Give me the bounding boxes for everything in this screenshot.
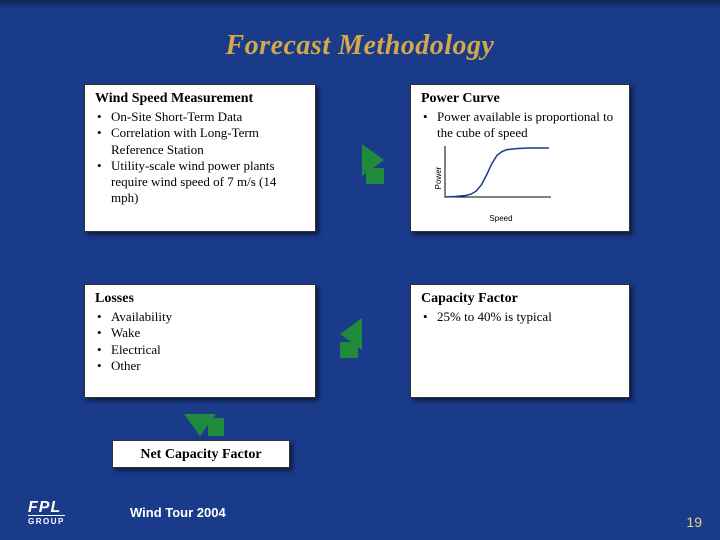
chart-y-axis-label: Power xyxy=(434,167,443,190)
box-net-capacity-factor: Net Capacity Factor xyxy=(112,440,290,468)
box-title: Losses xyxy=(95,291,305,307)
list-item: •Electrical xyxy=(97,342,305,358)
list-item: •Utility-scale wind power plants require… xyxy=(97,158,305,207)
list-item: •On-Site Short-Term Data xyxy=(97,109,305,125)
bullet-list: •On-Site Short-Term Data •Correlation wi… xyxy=(95,109,305,207)
box-losses: Losses •Availability •Wake •Electrical •… xyxy=(84,284,316,398)
slide: Forecast Methodology Wind Speed Measurem… xyxy=(0,0,720,540)
list-item: •25% to 40% is typical xyxy=(423,309,619,325)
fpl-logo: FPL GROUP xyxy=(28,501,65,526)
box-title: Power Curve xyxy=(421,91,619,107)
box-capacity-factor: Capacity Factor •25% to 40% is typical xyxy=(410,284,630,398)
logo-text-1: FPL xyxy=(28,501,65,515)
bullet-list: •Power available is proportional to the … xyxy=(421,109,619,142)
list-item: •Other xyxy=(97,358,305,374)
bullet-list: •Availability •Wake •Electrical •Other xyxy=(95,309,305,374)
page-number: 19 xyxy=(686,514,702,530)
list-item: •Power available is proportional to the … xyxy=(423,109,619,142)
box-title: Net Capacity Factor xyxy=(123,447,279,463)
logo-text-2: GROUP xyxy=(28,515,65,526)
chart-x-axis-label: Speed xyxy=(489,214,512,223)
arrow-down-icon xyxy=(184,414,216,436)
arrow-left-icon xyxy=(340,318,362,350)
box-power-curve: Power Curve •Power available is proporti… xyxy=(410,84,630,232)
slide-title: Forecast Methodology xyxy=(24,30,696,62)
list-item: •Correlation with Long-Term Reference St… xyxy=(97,125,305,158)
list-item: •Availability xyxy=(97,309,305,325)
box-title: Wind Speed Measurement xyxy=(95,91,305,107)
arrow-right-icon xyxy=(362,144,384,176)
slide-top-accent xyxy=(0,0,720,8)
power-curve-chart: Power Speed xyxy=(441,146,561,211)
box-title: Capacity Factor xyxy=(421,291,619,307)
chart-svg xyxy=(441,146,551,201)
box-wind-speed: Wind Speed Measurement •On-Site Short-Te… xyxy=(84,84,316,232)
footer-text: Wind Tour 2004 xyxy=(130,505,226,520)
list-item: •Wake xyxy=(97,325,305,341)
bullet-list: •25% to 40% is typical xyxy=(421,309,619,325)
